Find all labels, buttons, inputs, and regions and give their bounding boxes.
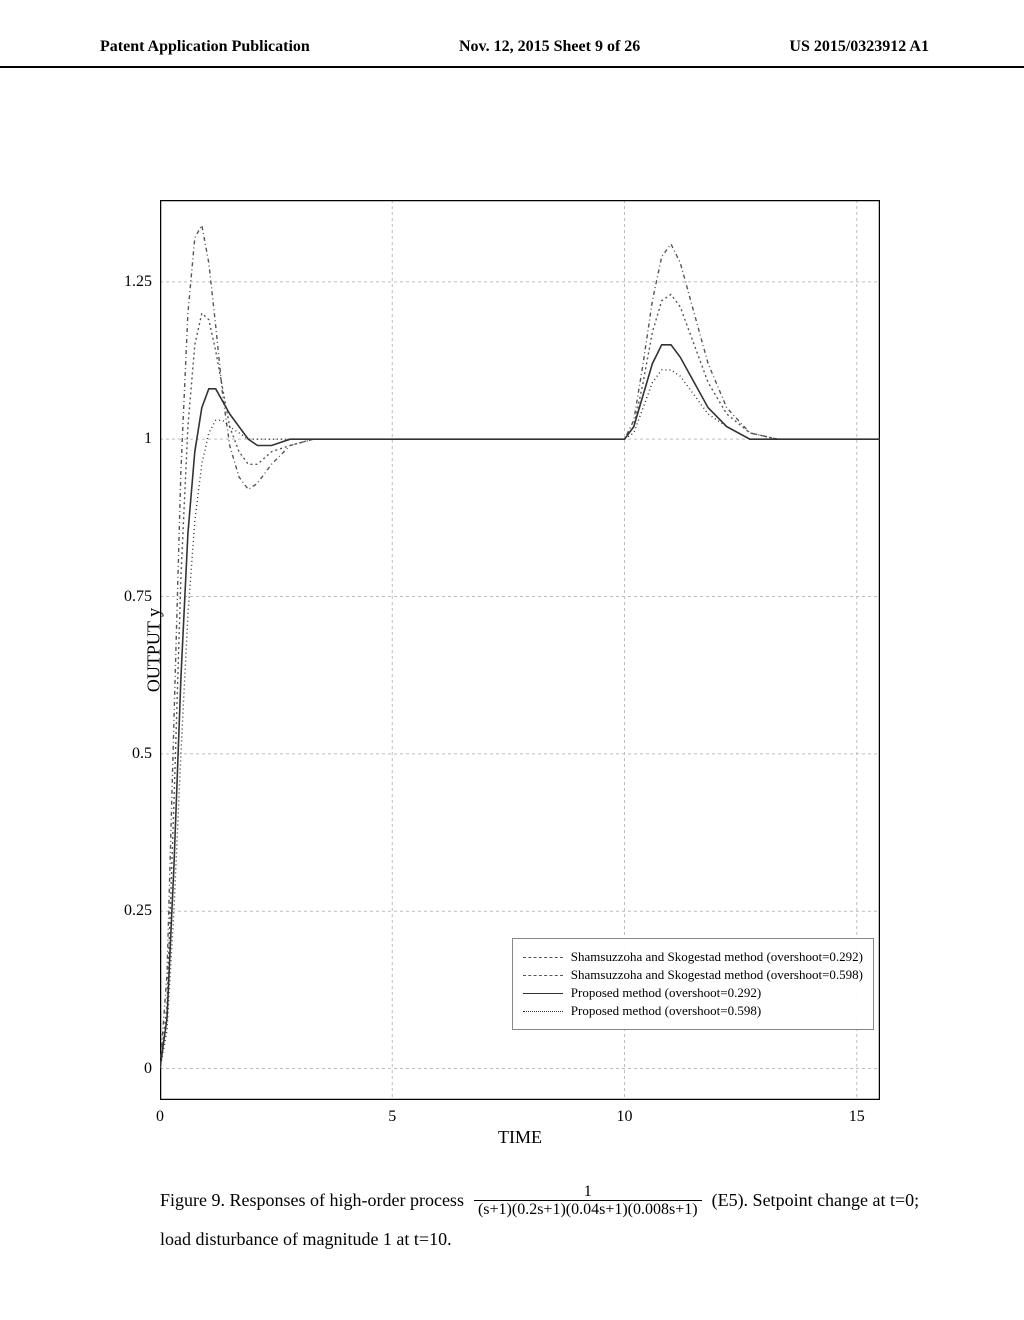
x-tick: 10 (617, 1108, 633, 1126)
header-center: Nov. 12, 2015 Sheet 9 of 26 (459, 38, 640, 60)
y-tick: 0.25 (124, 902, 152, 920)
legend-label: Proposed method (overshoot=0.598) (571, 1003, 761, 1019)
x-tick: 0 (156, 1108, 164, 1126)
page-body: OUTPUT y TIME 0 0.25 0.5 0.75 1 1.25 0 5 10 15 S… (60, 90, 964, 1280)
frac-numerator: 1 (580, 1183, 596, 1201)
frac-denominator: (s+1)(0.2s+1)(0.04s+1)(0.008s+1) (474, 1200, 702, 1219)
caption-transfer-fn: 1 (s+1)(0.2s+1)(0.04s+1)(0.008s+1) (474, 1183, 702, 1219)
y-tick: 1 (144, 430, 152, 448)
legend-label: Shamsuzzoha and Skogestad method (oversh… (571, 967, 863, 983)
response-chart: OUTPUT y TIME 00.250.50.7511.25 051015 S… (160, 200, 880, 1100)
legend-row: Shamsuzzoha and Skogestad method (oversh… (523, 949, 863, 965)
header-left: Patent Application Publication (100, 38, 310, 60)
legend-swatch (523, 993, 563, 994)
x-tick: 5 (388, 1108, 396, 1126)
chart-legend: Shamsuzzoha and Skogestad method (oversh… (512, 938, 874, 1030)
header-right: US 2015/0323912 A1 (789, 38, 929, 60)
y-tick: 0 (144, 1060, 152, 1078)
x-axis-label: TIME (498, 1127, 542, 1148)
legend-swatch (523, 957, 563, 958)
legend-row: Proposed method (overshoot=0.598) (523, 1003, 863, 1019)
legend-swatch (523, 975, 563, 976)
caption-line2: load disturbance of magnitude 1 at t=10. (160, 1220, 919, 1260)
legend-row: Shamsuzzoha and Skogestad method (oversh… (523, 967, 863, 983)
y-axis-label: OUTPUT y (144, 608, 165, 692)
page-header: Patent Application Publication Nov. 12, … (0, 38, 1024, 68)
caption-tag: (E5). Setpoint change at t=0; (712, 1181, 920, 1221)
legend-label: Shamsuzzoha and Skogestad method (oversh… (571, 949, 863, 965)
legend-swatch (523, 1011, 563, 1012)
figure-caption: Figure 9. Responses of high-order proces… (160, 1181, 919, 1260)
caption-prefix: Figure 9. Responses of high-order proces… (160, 1181, 464, 1221)
legend-label: Proposed method (overshoot=0.292) (571, 985, 761, 1001)
y-tick: 0.5 (132, 745, 152, 763)
legend-row: Proposed method (overshoot=0.292) (523, 985, 863, 1001)
y-tick: 1.25 (124, 273, 152, 291)
x-tick: 15 (849, 1108, 865, 1126)
y-tick: 0.75 (124, 588, 152, 606)
